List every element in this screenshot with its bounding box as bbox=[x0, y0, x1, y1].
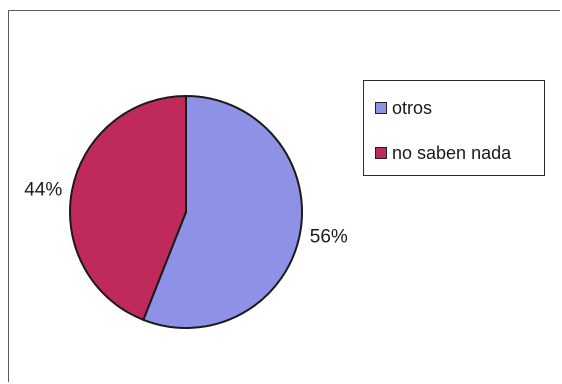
legend-item-otros: otros bbox=[375, 99, 432, 117]
legend-label-no-saben-nada: no saben nada bbox=[392, 143, 512, 163]
pie-label-otros: 56% bbox=[310, 227, 348, 248]
legend-item-no-saben-nada: no saben nada bbox=[375, 144, 511, 162]
pie-labels: 56% 44% bbox=[24, 179, 348, 247]
legend: otros no saben nada bbox=[363, 80, 545, 176]
pie-label-no-saben-nada: 44% bbox=[24, 179, 62, 200]
legend-swatch-no-saben-nada bbox=[375, 147, 387, 159]
pie-slice-no-saben-nada bbox=[69, 94, 187, 322]
legend-swatch-otros bbox=[375, 102, 387, 114]
pie-slices bbox=[69, 94, 303, 329]
pie-slice-otros bbox=[141, 94, 303, 329]
legend-label-otros: otros bbox=[392, 98, 433, 118]
